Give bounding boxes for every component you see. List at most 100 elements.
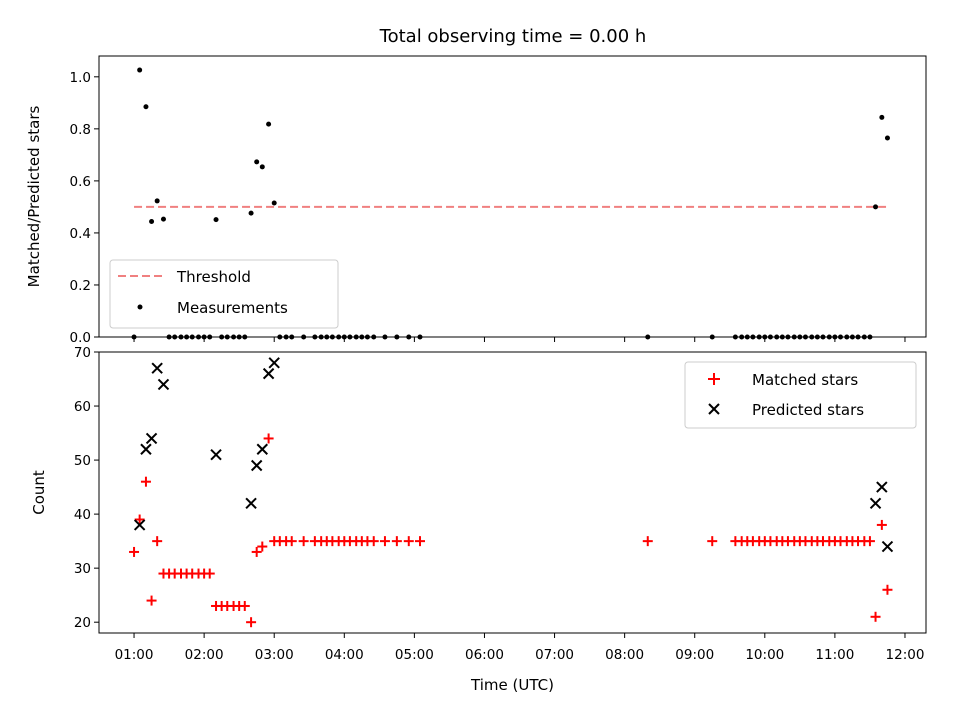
count-axes-frame <box>98 351 927 634</box>
y-tick-label: 70 <box>74 345 91 361</box>
x-tick-label: 09:00 <box>675 647 714 663</box>
matched-star-point <box>286 536 297 547</box>
predicted-star-point <box>268 357 280 369</box>
matched-star-point <box>379 536 390 547</box>
measurement-point <box>149 218 155 224</box>
legend-matched-swatch <box>708 373 720 385</box>
count-legend-box <box>684 361 917 429</box>
predicted-star-point <box>133 519 146 531</box>
x-tick-label: 12:00 <box>886 647 925 663</box>
measurement-point <box>154 198 160 204</box>
measurement-point <box>160 216 166 222</box>
predicted-star-point <box>145 432 158 445</box>
matched-star-point <box>263 433 274 444</box>
matched-star-point <box>129 546 140 557</box>
y-tick-label: 60 <box>74 399 91 415</box>
ratio-y-axis-label: Matched/Predicted stars <box>25 106 43 288</box>
chart-title: Total observing time = 0.00 h <box>379 26 647 47</box>
matched-star-point <box>414 536 425 547</box>
ratio-panel: 0.0 0.2 0.4 0.6 0.8 1.0 Matched/Predicted sta… <box>25 55 927 346</box>
y-tick-label: 0.4 <box>70 226 91 242</box>
count-panel: 20 30 40 50 60 70 01:00 02:00 03:00 04:00 05:00 06… <box>30 345 927 694</box>
matched-star-point <box>204 568 215 579</box>
ratio-axes-frame <box>98 55 927 338</box>
legend-threshold-label: Threshold <box>176 268 251 286</box>
measurement-point <box>266 121 272 127</box>
ratio-y-axis: 0.0 0.2 0.4 0.6 0.8 1.0 <box>70 70 99 346</box>
matched-star-point <box>876 519 887 530</box>
measurement-point <box>259 164 265 170</box>
count-legend: Matched stars Predicted stars <box>684 361 917 429</box>
matched-star-point <box>707 536 718 547</box>
ratio-legend-box <box>109 259 339 329</box>
matched-star-point <box>239 600 250 611</box>
matched-star-point <box>403 536 414 547</box>
x-tick-label: 04:00 <box>325 647 364 663</box>
ratio-x-axis <box>133 337 906 342</box>
count-y-axis-label: Count <box>30 470 48 515</box>
measurement-point <box>213 217 219 223</box>
x-tick-label: 05:00 <box>395 647 434 663</box>
count-x-axis-label: Time (UTC) <box>470 676 554 694</box>
matched-star-point <box>152 536 163 547</box>
matched-star-point <box>246 617 257 628</box>
y-tick-label: 20 <box>74 615 91 631</box>
matched-star-point <box>368 536 379 547</box>
x-tick-label: 11:00 <box>815 647 854 663</box>
measurement-point <box>254 159 260 165</box>
x-tick-label: 07:00 <box>535 647 574 663</box>
y-tick-label: 0.8 <box>70 122 91 138</box>
predicted-star-point <box>262 367 275 380</box>
count-plot-area <box>129 357 894 628</box>
matched-star-point <box>134 514 145 525</box>
legend-predicted-swatch <box>708 403 720 415</box>
y-tick-label: 0.2 <box>70 278 91 294</box>
matched-star-point <box>864 536 875 547</box>
matched-star-point <box>251 546 262 557</box>
count-y-axis: 20 30 40 50 60 70 <box>74 345 99 631</box>
y-tick-label: 30 <box>74 561 91 577</box>
matched-star-point <box>391 536 402 547</box>
x-tick-label: 10:00 <box>745 647 784 663</box>
measurement-point <box>248 210 254 216</box>
predicted-star-point <box>881 540 894 553</box>
predicted-star-point <box>256 443 269 455</box>
predicted-star-point <box>140 443 152 455</box>
y-tick-label: 40 <box>74 507 91 523</box>
predicted-star-point <box>151 362 163 374</box>
measurement-point <box>884 135 890 141</box>
y-tick-label: 1.0 <box>70 70 91 86</box>
x-tick-label: 03:00 <box>255 647 294 663</box>
x-tick-label: 08:00 <box>605 647 644 663</box>
measurement-point <box>879 114 885 120</box>
y-tick-label: 0.6 <box>70 174 91 190</box>
x-tick-label: 01:00 <box>115 647 154 663</box>
predicted-star-point <box>250 459 263 472</box>
legend-measurements-swatch <box>137 304 143 310</box>
matched-star-point <box>642 536 653 547</box>
measurement-point <box>873 204 879 210</box>
legend-matched-label: Matched stars <box>752 371 858 389</box>
predicted-star-point <box>210 448 222 461</box>
matched-star-point <box>146 595 157 606</box>
measurement-point <box>143 104 149 110</box>
count-x-axis: 01:00 02:00 03:00 04:00 05:00 06:00 07:00 08:00… <box>115 633 925 663</box>
measurement-point <box>137 67 143 73</box>
measurement-point <box>271 200 277 206</box>
matched-star-point <box>870 611 881 622</box>
ratio-legend: Threshold Measurements <box>109 259 339 329</box>
matched-star-point <box>257 541 268 552</box>
y-tick-label: 50 <box>74 453 91 469</box>
y-tick-label: 0.0 <box>70 330 91 346</box>
legend-measurements-label: Measurements <box>177 299 288 317</box>
predicted-star-point <box>245 497 257 510</box>
predicted-star-point <box>157 378 170 391</box>
matched-star-point <box>298 536 309 547</box>
matched-star-point <box>140 476 151 487</box>
x-tick-label: 02:00 <box>185 647 224 663</box>
legend-predicted-label: Predicted stars <box>752 401 864 419</box>
x-tick-label: 06:00 <box>465 647 504 663</box>
predicted-star-point <box>869 497 882 510</box>
matched-star-point <box>882 584 893 595</box>
